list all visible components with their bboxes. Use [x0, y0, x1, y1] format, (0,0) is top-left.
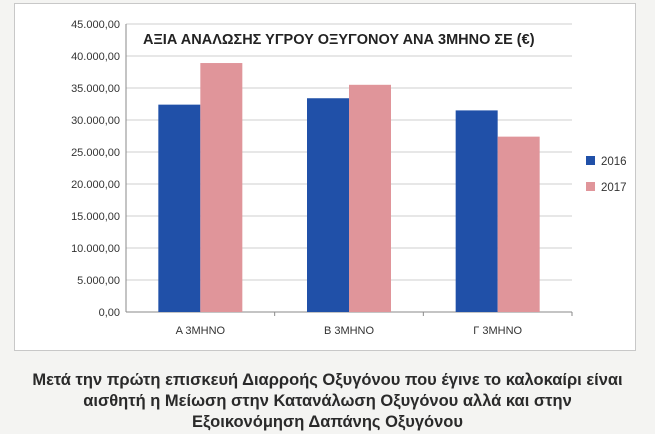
y-tick-label: 45.000,00: [71, 19, 120, 31]
legend-label-2016: 2016: [601, 156, 627, 168]
caption-line-3: Εξοικονόμηση Δαπάνης Οξυγόνου: [192, 413, 463, 431]
chart-title: ΑΞΙΑ ΑΝΑΛΩΣΗΣ ΥΓΡΟΥ ΟΞΥΓΟΝΟΥ ΑΝΑ 3ΜΗΝΟ Σ…: [143, 32, 535, 48]
bar-2017-1: [200, 63, 243, 312]
x-tick-label: Γ 3ΜΗΝΟ: [473, 325, 522, 337]
bar-2016-1: [158, 104, 201, 312]
x-tick-label: Α 3ΜΗΝΟ: [176, 325, 226, 337]
bar-2017-3: [497, 136, 540, 312]
bar-chart: 0,00 5.000,00 10.000,00 15.000,00 20.000,00 2…: [71, 19, 627, 337]
chart-frame: 0,00 5.000,00 10.000,00 15.000,00 20.000,00 2…: [14, 3, 636, 351]
y-tick-label: 5.000,00: [77, 275, 120, 287]
bar-2017-2: [349, 84, 391, 312]
y-tick-label: 20.000,00: [71, 179, 120, 191]
bar-2016-3: [455, 110, 498, 313]
y-tick-label: 15.000,00: [71, 211, 120, 223]
x-tick-label: Β 3ΜΗΝΟ: [324, 325, 375, 337]
legend-swatch-2016: [586, 156, 595, 165]
caption-line-2: αισθητή η Μείωση στην Κατανάλωση Οξυγόνο…: [83, 392, 572, 410]
caption: Μετά την πρώτη επισκευή Διαρροής Οξυγόνο…: [0, 370, 655, 433]
caption-line-1: Μετά την πρώτη επισκευή Διαρροής Οξυγόνο…: [32, 371, 623, 389]
legend-swatch-2017: [586, 182, 595, 191]
y-tick-label: 35.000,00: [71, 83, 120, 95]
y-tick-label: 30.000,00: [71, 115, 120, 127]
legend-label-2017: 2017: [601, 182, 627, 194]
y-tick-label: 0,00: [99, 307, 120, 319]
y-tick-label: 40.000,00: [71, 51, 120, 63]
y-tick-label: 25.000,00: [71, 147, 120, 159]
bar-2016-2: [307, 98, 349, 313]
y-tick-label: 10.000,00: [71, 243, 120, 255]
